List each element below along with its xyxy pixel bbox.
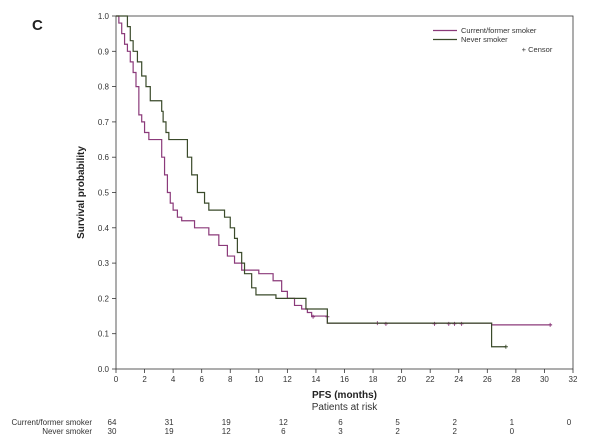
y-tick-label: 0.4 (98, 224, 110, 233)
plot-border (115, 15, 574, 370)
y-tick-label: 0.3 (98, 259, 110, 268)
risk-count: 2 (453, 427, 458, 436)
y-tick-label: 0.7 (98, 118, 110, 127)
y-tick-label: 0.2 (98, 294, 110, 303)
panel-label: C (32, 17, 43, 34)
y-tick-label: 0.0 (98, 365, 110, 374)
risk-count: 2 (395, 427, 400, 436)
survival-curves (116, 15, 553, 349)
x-tick-label: 32 (569, 375, 578, 384)
y-tick-label: 0.5 (98, 189, 110, 198)
x-tick-label: 14 (311, 375, 320, 384)
risk-count: 6 (281, 427, 286, 436)
risk-count: 1 (510, 418, 515, 427)
risk-table: Current/former smoker 64 31 19 12 6 5 2 1 0Never … (12, 418, 572, 436)
censor-mark (446, 321, 451, 326)
x-tick-label: 30 (540, 375, 549, 384)
censor-mark (383, 321, 388, 326)
risk-count: 0 (510, 427, 515, 436)
axis-ticks: 0 2 4 6 8 10 12 14 16 18 20 22 24 26 28 30 320.00.10.20.… (98, 12, 578, 384)
x-tick-label: 4 (171, 375, 176, 384)
risk-count: 12 (222, 427, 231, 436)
risk-count: 0 (567, 418, 572, 427)
y-tick-label: 0.6 (98, 153, 110, 162)
x-tick-label: 28 (511, 375, 520, 384)
risk-count: 19 (165, 427, 174, 436)
censor-mark (311, 314, 316, 319)
risk-count: 6 (338, 418, 343, 427)
risk-count: 12 (279, 418, 288, 427)
risk-count: 19 (222, 418, 231, 427)
x-tick-label: 26 (483, 375, 492, 384)
x-tick-label: 0 (114, 375, 119, 384)
legend-entry: Current/former smoker (461, 26, 537, 35)
x-tick-label: 12 (283, 375, 292, 384)
x-tick-label: 10 (254, 375, 263, 384)
legend-entry: Never smoker (461, 35, 508, 44)
x-tick-label: 20 (397, 375, 406, 384)
x-tick-label: 8 (228, 375, 233, 384)
censor-mark (459, 321, 464, 326)
risk-table-title: Patients at risk (312, 402, 379, 413)
risk-count: 30 (108, 427, 117, 436)
y-tick-label: 0.1 (98, 330, 110, 339)
censor-mark (452, 321, 457, 326)
risk-count: 64 (108, 418, 117, 427)
censor-mark (432, 321, 437, 326)
risk-row-label: Never smoker (42, 427, 92, 436)
risk-row-label: Current/former smoker (12, 418, 93, 427)
y-tick-label: 0.8 (98, 83, 110, 92)
censor-legend: + Censor (522, 45, 553, 54)
plot-frame (115, 15, 574, 370)
x-axis-title: PFS (months) (312, 390, 377, 401)
x-tick-label: 6 (199, 375, 204, 384)
x-tick-label: 22 (426, 375, 435, 384)
censor-mark (548, 322, 553, 327)
y-axis-title: Survival probability (76, 146, 87, 239)
censor-mark (503, 344, 508, 349)
series-line-2 (116, 15, 506, 348)
y-tick-label: 0.9 (98, 47, 110, 56)
y-tick-label: 1.0 (98, 12, 110, 21)
x-tick-label: 16 (340, 375, 349, 384)
x-tick-label: 24 (454, 375, 463, 384)
x-tick-label: 2 (142, 375, 147, 384)
risk-count: 5 (395, 418, 400, 427)
risk-count: 3 (338, 427, 343, 436)
risk-count: 31 (165, 418, 174, 427)
risk-count: 2 (453, 418, 458, 427)
x-tick-label: 18 (369, 375, 378, 384)
series-line-1 (116, 15, 552, 326)
